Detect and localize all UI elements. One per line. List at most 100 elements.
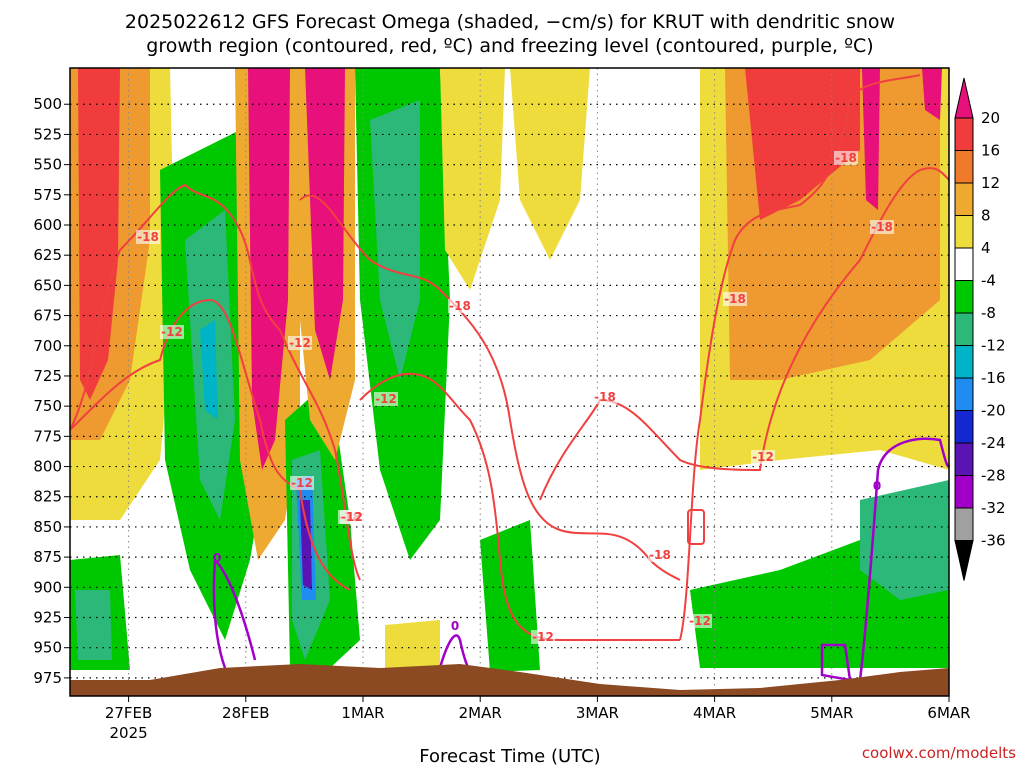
- plot-area: -18 -12 -12 -12 -12 -18 -18 -18 -18 -18 -12 -12 -18 -…: [69, 68, 951, 696]
- y-tick-label: 725: [33, 367, 62, 385]
- contour-label-bg: [688, 614, 712, 628]
- colorbar-label: -16: [981, 369, 1006, 387]
- y-tick-label: 775: [33, 427, 62, 445]
- y-tick-label: 975: [33, 669, 62, 687]
- x-tick-label: 5MAR: [810, 704, 853, 722]
- colorbar-segment: [954, 117, 974, 151]
- omega-region-magenta-right-2: [922, 68, 942, 120]
- contour-label-bg: [870, 220, 894, 234]
- colorbar-label: -4: [981, 272, 996, 290]
- colorbar-label: 16: [981, 142, 1000, 160]
- contour-label-bg: [374, 392, 398, 406]
- dgz-contour-mid-2: [359, 372, 680, 642]
- colorbar-segment: [954, 150, 974, 184]
- omega-region-yellow-2mar-top: [510, 68, 590, 260]
- contour-label-bg: [448, 299, 472, 313]
- contour-label-bg: [340, 510, 364, 524]
- colorbar-label: -8: [981, 304, 996, 322]
- y-tick-label: 925: [33, 609, 62, 627]
- y-tick-label: 675: [33, 307, 62, 325]
- y-tick-label: 500: [33, 95, 62, 113]
- freezing-level-contours: [212, 437, 951, 682]
- y-tick-label: 525: [33, 125, 62, 143]
- dgz-contour-label: -18: [871, 220, 893, 234]
- freezing-contour-left: [212, 559, 257, 669]
- contour-label-bg: [136, 230, 160, 244]
- omega-region-teal-left: [75, 590, 112, 660]
- y-tick-label: 550: [33, 156, 62, 174]
- y-tick-label: 900: [33, 578, 62, 596]
- y-tick-label: 875: [33, 548, 62, 566]
- omega-region-yellow-low: [385, 620, 440, 668]
- colorbar-segment: [954, 410, 974, 444]
- colorbar-label: -24: [981, 434, 1006, 452]
- colorbar-segment: [954, 475, 974, 509]
- dgz-contour-left-2: [69, 298, 351, 591]
- omega-region-magenta-1mar: [305, 68, 345, 380]
- omega-shading: [70, 68, 949, 672]
- x-tick-label: 27FEB: [105, 704, 152, 722]
- contour-label-bg: [160, 325, 184, 339]
- contour-labels: -18 -12 -12 -12 -12 -18 -18 -18 -18 -18 -12 -12 -18 -…: [136, 151, 894, 644]
- colorbar-label: 20: [981, 109, 1000, 127]
- time-axis: 27FEB 2025 28FEB 1MAR 2MAR 3MAR 4MAR 5MAR 6MAR: [105, 696, 971, 742]
- freezing-contour-label: 0: [873, 479, 881, 493]
- dgz-contour-label: -18: [649, 548, 671, 562]
- y-tick-label: 950: [33, 639, 62, 657]
- x-tick-label: 2MAR: [459, 704, 502, 722]
- omega-region-cyan-mid: [200, 320, 218, 420]
- y-tick-label: 750: [33, 397, 62, 415]
- dgz-contour-label: -12: [161, 325, 183, 339]
- dgz-contour-label: -12: [289, 336, 311, 350]
- omega-region-red-left: [78, 68, 120, 400]
- colorbar-bottom-arrow: [954, 540, 974, 581]
- colorbar-label: 12: [981, 174, 1000, 192]
- contour-label-bg: [531, 630, 555, 644]
- chart-title-line-1: 2025022612 GFS Forecast Omega (shaded, −…: [125, 11, 895, 33]
- dgz-contour-right: [679, 74, 921, 641]
- dgz-contour-label: -12: [532, 630, 554, 644]
- colorbar-label: -12: [981, 337, 1006, 355]
- colorbar-label: -36: [981, 532, 1006, 550]
- credit-text: coolwx.com/modelts: [862, 744, 1016, 762]
- x-tick-label: 6MAR: [927, 704, 970, 722]
- omega-region-yellow-2mar: [440, 68, 505, 290]
- y-tick-label: 850: [33, 518, 62, 536]
- dgz-contour-label: -18: [137, 230, 159, 244]
- colorbar-segment: [954, 442, 974, 476]
- y-tick-label: 575: [33, 186, 62, 204]
- dgz-contour-label: -18: [449, 299, 471, 313]
- omega-region-teal-right: [860, 480, 949, 600]
- colorbar-label: -28: [981, 467, 1006, 485]
- colorbar-segment: [954, 377, 974, 411]
- omega-region-teal-1mar: [370, 100, 420, 380]
- dgz-contour-label: -12: [752, 450, 774, 464]
- colorbar-segment: [954, 215, 974, 249]
- y-tick-label: 650: [33, 276, 62, 294]
- x-tick-label: 1MAR: [341, 704, 384, 722]
- omega-region-red-right: [745, 68, 860, 220]
- contour-label-bg: [593, 390, 617, 404]
- terrain-ground: [70, 664, 949, 696]
- colorbar: 20 16 12 8 4 -4 -8 -12 -16 -20 -24 -28 -32 -36: [954, 77, 1006, 581]
- omega-region-purple-28feb: [300, 500, 312, 590]
- omega-region-magenta-right: [862, 68, 880, 210]
- dgz-contour-label: -12: [291, 476, 313, 490]
- freezing-contour-mid: [438, 634, 470, 669]
- dgz-contour-label: -12: [375, 392, 397, 406]
- y-tick-label: 825: [33, 488, 62, 506]
- freezing-contour-label: 0: [213, 551, 221, 565]
- dgz-small-box: [687, 509, 705, 545]
- x-tick-label: 28FEB: [222, 704, 269, 722]
- colorbar-label: -20: [981, 402, 1006, 420]
- y-tick-label: 600: [33, 216, 62, 234]
- dgz-contour-label: -18: [724, 292, 746, 306]
- y-tick-label: 800: [33, 458, 62, 476]
- colorbar-top-arrow: [954, 77, 974, 119]
- colorbar-segment: [954, 280, 974, 314]
- omega-region-magenta-28feb: [248, 68, 290, 470]
- x-tick-sublabel: 2025: [110, 724, 148, 742]
- y-tick-label: 625: [33, 246, 62, 264]
- omega-region-green-2mar: [480, 520, 540, 672]
